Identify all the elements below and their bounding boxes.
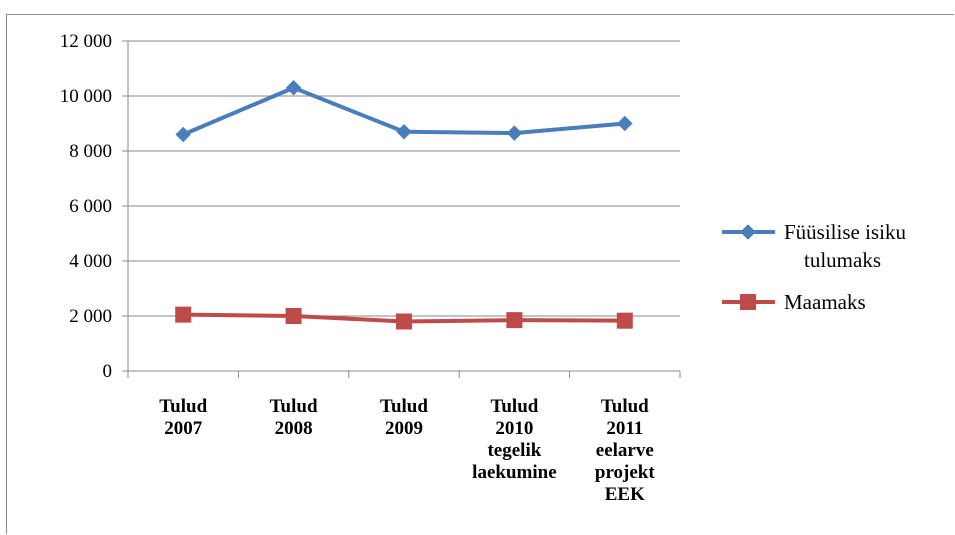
series-layer [175, 80, 633, 330]
axes [122, 40, 681, 378]
y-tick-label: 12 000 [60, 31, 112, 52]
data-point [175, 306, 192, 323]
data-point [617, 115, 633, 132]
y-tick-label: 8 000 [69, 141, 112, 162]
data-point [285, 308, 302, 324]
y-axis-ticks: 0 2 000 4 000 6 000 8 000 10 000 12 000 [60, 31, 112, 382]
x-category-label: Tulud 2011 eelarve projekt EEK [595, 396, 655, 505]
data-point [506, 125, 523, 141]
x-category-label: Tulud 2009 [380, 396, 428, 439]
x-category-label: Tulud 2007 [159, 396, 207, 439]
legend-entry-2: Maamaks [722, 290, 866, 314]
y-tick-label: 4 000 [69, 251, 112, 272]
series-1 [175, 80, 633, 143]
y-tick-label: 0 [103, 361, 113, 382]
x-axis-categories: Tulud 2007 Tulud 2008 Tulud 2009 Tulud 2010 tege… [159, 396, 655, 505]
legend-label: Füüsilise isiku tulumaks [784, 220, 906, 272]
gridlines [128, 40, 680, 317]
data-point [175, 126, 191, 143]
data-point [506, 312, 523, 329]
x-category-label: Tulud 2008 [270, 396, 318, 439]
x-category-label: Tulud 2010 tegelik laekumine [472, 396, 556, 483]
legend-entry-1: Füüsilise isiku tulumaks [722, 220, 906, 272]
y-tick-label: 6 000 [69, 196, 112, 217]
y-tick-label: 10 000 [60, 86, 112, 107]
legend: Füüsilise isiku tulumaks Maamaks [722, 220, 906, 314]
data-point [396, 313, 412, 330]
y-tick-label: 2 000 [69, 306, 112, 327]
data-point [396, 124, 412, 140]
legend-label: Maamaks [784, 290, 866, 314]
data-point [616, 312, 633, 329]
legend-swatch-marker [740, 224, 756, 240]
chart-frame [6, 14, 954, 534]
data-point [285, 80, 302, 96]
series-2 [175, 306, 633, 330]
legend-swatch-marker [740, 294, 756, 310]
